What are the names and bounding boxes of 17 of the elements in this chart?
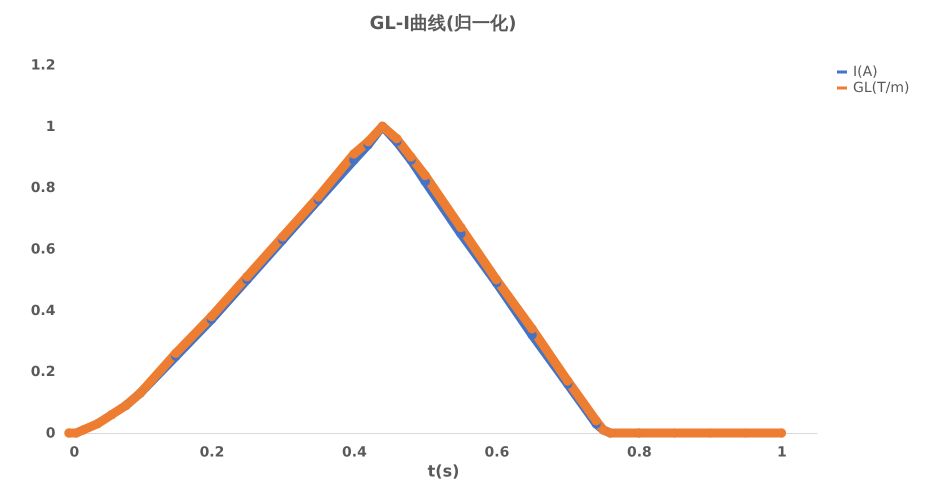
x-tick-label: 0.6 [484, 444, 510, 460]
y-tick-label: 0.2 [30, 364, 56, 380]
x-tick-label: 1 [777, 444, 787, 460]
legend-label: I(A) [853, 64, 878, 80]
y-tick-label: 0.6 [30, 242, 56, 258]
x-tick-label: 0.8 [627, 444, 652, 460]
y-tick-label: 0.8 [30, 180, 56, 196]
y-tick-label: 0 [46, 426, 56, 442]
y-tick-label: 1.2 [30, 58, 56, 74]
x-tick-label: 0.2 [200, 444, 224, 460]
x-tick-label: 0 [70, 444, 80, 460]
x-axis-title: t(s) [428, 462, 460, 480]
x-tick-label: 0.4 [342, 444, 368, 460]
y-tick-label: 0.4 [30, 302, 56, 319]
legend-label: GL(T/m) [853, 80, 910, 96]
chart-title: GL-I曲线(归一化) [370, 13, 516, 34]
y-tick-label: 1 [46, 118, 56, 135]
